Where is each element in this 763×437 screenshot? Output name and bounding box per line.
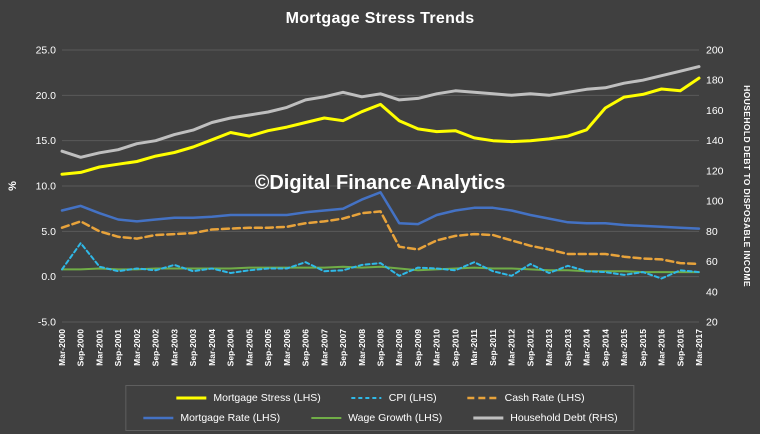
x-axis-tick-label: Mar-2010	[432, 329, 442, 366]
chart-legend: Mortgage Stress (LHS) CPI (LHS) Cash Rate …	[125, 385, 635, 431]
right-axis-tick-label: 140	[706, 135, 724, 147]
legend-label: Wage Growth (LHS)	[348, 412, 443, 424]
right-axis-title: HOUSEHOLD DEBT TO DISPOSABLE INCOME	[742, 85, 752, 287]
x-axis-tick-label: Sep-2000	[76, 329, 86, 367]
legend-swatch-cpi-lhs	[351, 397, 382, 399]
legend-label: Mortgage Rate (LHS)	[180, 412, 281, 424]
series-line-cash-rate-lhs	[60, 210, 701, 266]
x-axis-tick-label: Mar-2012	[507, 329, 517, 366]
x-axis-tick-label: Mar-2002	[132, 329, 142, 366]
legend-swatch-cash-rate-lhs	[467, 396, 498, 400]
legend-swatch-mortgage-rate-lhs	[143, 416, 174, 420]
x-axis-tick-label: Sep-2001	[113, 329, 123, 367]
series-line-mortgage-stress-lhs	[60, 76, 701, 176]
x-axis-tick-label: Sep-2013	[563, 329, 573, 367]
x-axis-tick-label: Mar-2000	[57, 329, 67, 366]
x-axis-tick-label: Mar-2013	[544, 329, 554, 366]
x-axis-tick-label: Mar-2015	[619, 329, 629, 366]
legend-label: Mortgage Stress (LHS)	[213, 392, 321, 404]
legend-item-cpi-lhs: CPI (LHS)	[351, 392, 437, 404]
right-axis-tick-label: 40	[706, 286, 718, 298]
x-axis-tick-label: Sep-2006	[301, 329, 311, 367]
right-axis-tick-label: 60	[706, 256, 718, 268]
left-axis-title: %	[7, 181, 19, 191]
legend-row: Mortgage Rate (LHS) Wage Growth (LHS) Hous…	[142, 408, 618, 428]
legend-label: CPI (LHS)	[388, 392, 437, 404]
x-axis-tick-label: Mar-2017	[694, 329, 704, 366]
x-axis-tick-label: Sep-2005	[263, 329, 273, 367]
x-axis-tick-label: Sep-2011	[488, 329, 498, 366]
left-axis-tick-label: 0.0	[41, 271, 56, 283]
x-axis-tick-label: Mar-2004	[207, 329, 217, 366]
x-axis-tick-label: Sep-2012	[525, 329, 535, 367]
x-axis-tick-label: Mar-2001	[94, 329, 104, 366]
x-axis-tick-label: Mar-2014	[582, 329, 592, 366]
legend-swatch-wage-growth-lhs	[311, 417, 342, 419]
x-axis-tick-label: Sep-2002	[151, 329, 161, 367]
x-axis-tick-label: Mar-2007	[319, 329, 329, 366]
series-line-household-debt-rhs	[60, 65, 701, 159]
x-axis-tick-label: Sep-2016	[675, 329, 685, 367]
right-axis-tick-label: 160	[706, 105, 724, 117]
left-axis-tick-label: 15.0	[36, 135, 57, 147]
right-axis-tick-label: 120	[706, 165, 724, 177]
x-axis-tick-label: Sep-2010	[450, 329, 460, 367]
x-axis-tick-label: Sep-2004	[226, 329, 236, 367]
x-axis-tick-label: Mar-2011	[469, 329, 479, 366]
x-axis-tick-label: Mar-2008	[357, 329, 367, 366]
series-line-cpi-lhs	[61, 242, 700, 280]
x-axis-tick-label: Sep-2003	[188, 329, 198, 367]
x-axis-tick-label: Mar-2009	[394, 329, 404, 366]
legend-item-wage-growth-lhs: Wage Growth (LHS)	[310, 412, 442, 424]
legend-label: Cash Rate (LHS)	[504, 392, 585, 404]
left-axis-tick-label: 10.0	[36, 181, 57, 193]
chart-title: Mortgage Stress Trends	[285, 10, 475, 27]
legend-item-cash-rate-lhs: Cash Rate (LHS)	[467, 392, 585, 404]
x-axis-tick-label: Sep-2008	[376, 329, 386, 367]
left-axis-tick-label: 20.0	[36, 90, 57, 102]
legend-item-mortgage-stress-lhs: Mortgage Stress (LHS)	[175, 392, 321, 404]
right-axis-tick-label: 80	[706, 226, 718, 238]
left-axis-tick-label: 25.0	[36, 45, 57, 57]
x-axis-tick-label: Sep-2009	[413, 329, 423, 367]
legend-swatch-mortgage-stress-lhs	[176, 396, 207, 400]
x-axis-tick-label: Mar-2016	[657, 329, 667, 366]
series-line-mortgage-rate-lhs	[60, 191, 701, 230]
x-axis-tick-label: Sep-2007	[338, 329, 348, 367]
x-axis-tick-label: Mar-2003	[169, 329, 179, 366]
x-axis-tick-label: Mar-2006	[282, 329, 292, 366]
right-axis-tick-label: 100	[706, 196, 724, 208]
right-axis-tick-label: 200	[706, 45, 724, 57]
x-axis-tick-label: Sep-2014	[600, 329, 610, 367]
legend-item-mortgage-rate-lhs: Mortgage Rate (LHS)	[142, 412, 280, 424]
legend-item-household-debt-rhs: Household Debt (RHS)	[472, 412, 618, 424]
x-axis-tick-label: Sep-2015	[638, 329, 648, 367]
left-axis-tick-label: 5.0	[41, 226, 56, 238]
legend-label: Household Debt (RHS)	[510, 412, 618, 424]
right-axis-tick-label: 20	[706, 317, 718, 329]
x-axis-tick-label: Mar-2005	[244, 329, 254, 366]
right-axis-tick-label: 180	[706, 75, 724, 87]
legend-swatch-household-debt-rhs	[473, 416, 504, 420]
left-axis-tick-label: -5.0	[38, 317, 56, 329]
legend-row: Mortgage Stress (LHS) CPI (LHS) Cash Rate …	[142, 388, 617, 408]
